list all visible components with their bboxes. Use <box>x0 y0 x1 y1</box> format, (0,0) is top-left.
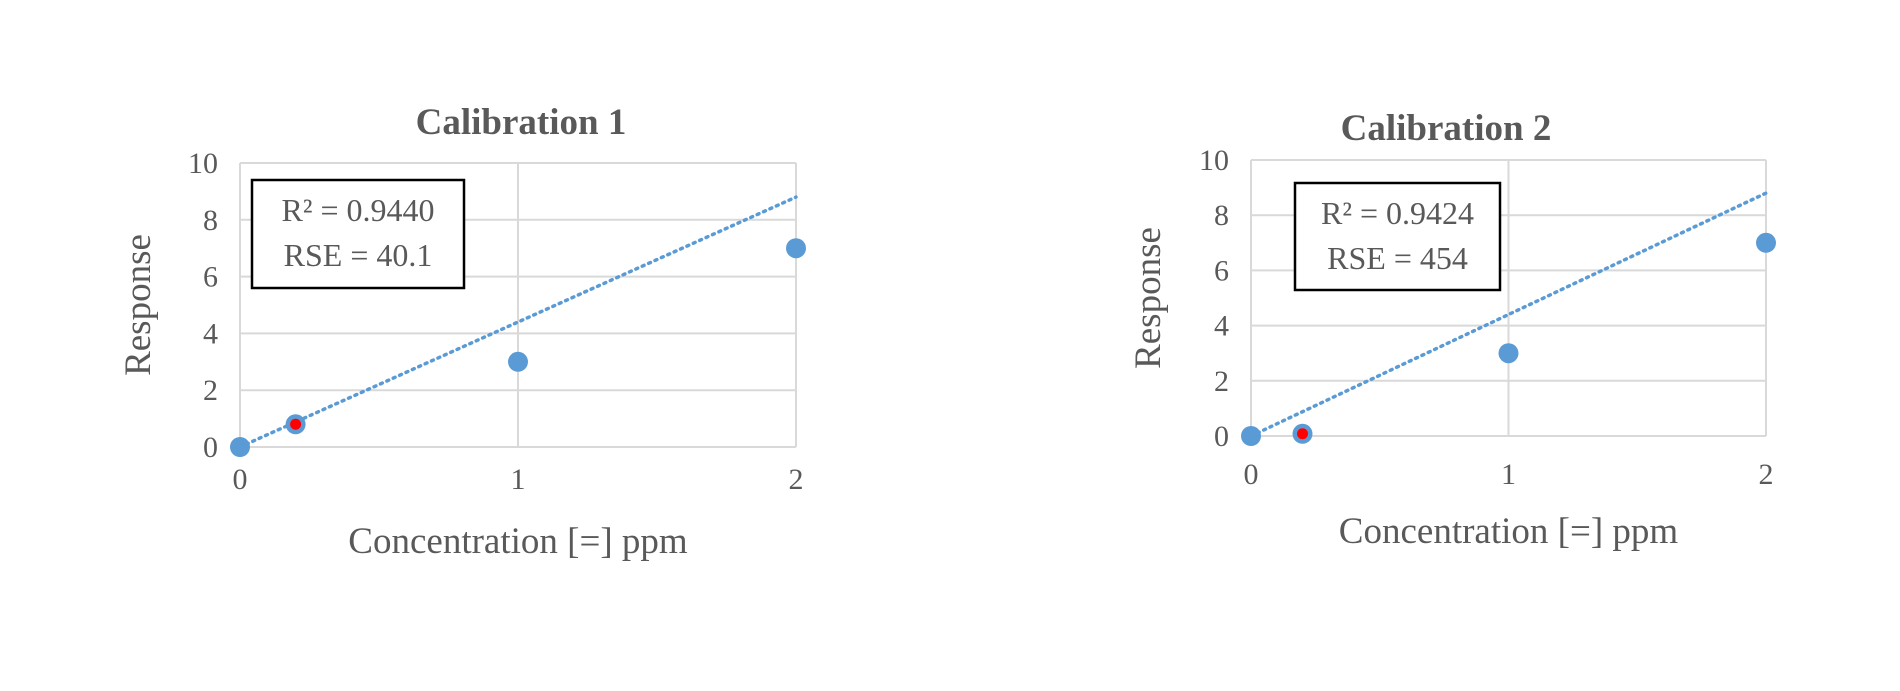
y-tick-label: 8 <box>203 204 218 237</box>
stats-box <box>250 178 466 290</box>
rse-label: RSE = 454 <box>1327 240 1468 276</box>
y-tick-label: 4 <box>1214 310 1229 343</box>
highlighted-point <box>1297 428 1308 440</box>
trendline <box>1249 191 1768 438</box>
r-squared-label: R² = 0.9424 <box>1321 195 1474 231</box>
x-tick-label: 0 <box>1244 458 1259 491</box>
y-tick-label: 8 <box>1214 199 1229 232</box>
chart-2: 0 2 4 6 8 10 0 1 2 Calibration 2 Concentration [=]… <box>1128 108 1776 552</box>
x-tick-label: 0 <box>233 463 248 496</box>
data-point <box>1498 343 1519 364</box>
x-tick-label: 1 <box>1501 458 1516 491</box>
rse-label: RSE = 40.1 <box>284 237 433 273</box>
x-tick-label: 2 <box>1759 458 1774 491</box>
data-point <box>230 437 250 457</box>
y-tick-label: 6 <box>1214 254 1229 287</box>
y-tick-label: 2 <box>1214 365 1229 398</box>
data-point <box>786 238 806 259</box>
highlighted-point <box>290 418 302 430</box>
y-tick-label: 0 <box>1214 420 1229 453</box>
x-tick-label: 1 <box>511 463 526 496</box>
x-axis-label: Concentration [=] ppm <box>348 521 688 562</box>
y-tick-label: 10 <box>1199 144 1229 177</box>
chart-1: 0 2 4 6 8 10 0 1 2 Calibration 1 Concentration [=]… <box>118 102 806 562</box>
r-squared-label: R² = 0.9440 <box>282 192 435 228</box>
y-axis-label: Response <box>118 234 159 376</box>
chart-title: Calibration 2 <box>1341 108 1552 149</box>
y-tick-label: 2 <box>203 374 218 407</box>
y-tick-label: 0 <box>203 431 218 464</box>
y-tick-label: 4 <box>203 317 218 350</box>
chart-title: Calibration 1 <box>416 102 627 143</box>
data-point <box>1241 426 1261 446</box>
stats-box <box>1293 181 1502 292</box>
trendline <box>238 195 798 449</box>
y-axis-label: Response <box>1128 227 1169 369</box>
y-tick-label: 6 <box>203 261 218 294</box>
data-point <box>1756 232 1776 253</box>
x-tick-label: 2 <box>789 463 804 496</box>
x-axis-label: Concentration [=] ppm <box>1339 511 1679 552</box>
data-point <box>508 351 528 372</box>
y-tick-label: 10 <box>188 147 218 180</box>
